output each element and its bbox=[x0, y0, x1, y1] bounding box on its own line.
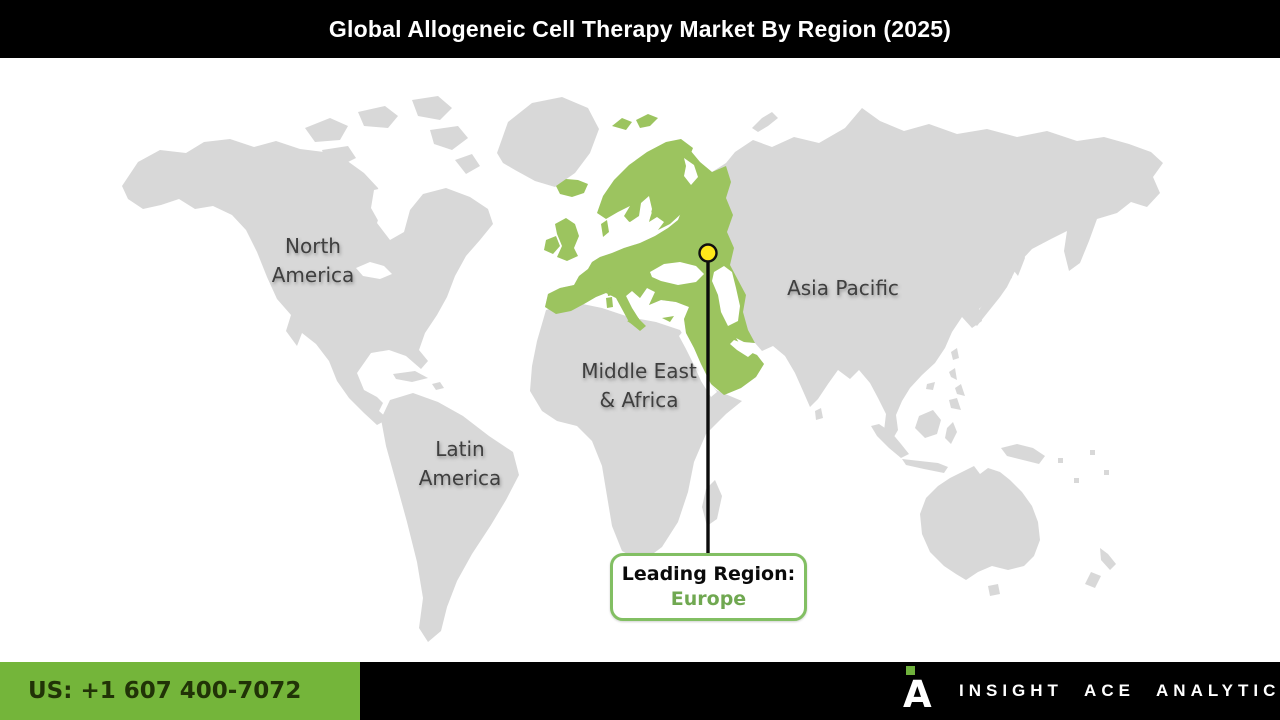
highlight-islands-group bbox=[544, 114, 674, 326]
callout-label: Leading Region: bbox=[621, 563, 796, 585]
footer-brand-bar: A INSIGHT ACE ANALYTIC bbox=[360, 662, 1280, 720]
great-britain bbox=[555, 218, 579, 261]
callout-region-value: Europe bbox=[670, 588, 747, 610]
phone-number: US: +1 607 400-7072 bbox=[28, 678, 302, 704]
footer-phone-bar: US: +1 607 400-7072 bbox=[0, 662, 360, 720]
black-sea bbox=[650, 262, 704, 285]
caspian-sea bbox=[712, 266, 740, 326]
hudson-bay bbox=[371, 186, 406, 229]
arctic-islands bbox=[305, 96, 480, 174]
madagascar bbox=[702, 480, 722, 526]
leader-marker bbox=[698, 243, 718, 554]
baltic-sea bbox=[601, 196, 664, 242]
brand-block: A INSIGHT ACE ANALYTIC bbox=[903, 662, 1280, 720]
new-zealand bbox=[1085, 548, 1116, 588]
great-lakes bbox=[356, 262, 392, 279]
iceland bbox=[556, 179, 588, 197]
continent-north-america bbox=[122, 139, 493, 425]
marker-dot bbox=[698, 243, 718, 263]
persian-gulf bbox=[730, 340, 754, 357]
region-scandinavia bbox=[597, 139, 697, 230]
caribbean-islands bbox=[393, 371, 444, 390]
white-sea bbox=[684, 158, 698, 185]
continent-africa bbox=[530, 302, 742, 562]
page-title: Global Allogeneic Cell Therapy Market By… bbox=[328, 15, 952, 42]
brand-name: INSIGHT ACE ANALYTIC bbox=[959, 681, 1280, 700]
denmark bbox=[601, 220, 609, 237]
svalbard bbox=[612, 114, 658, 130]
ireland bbox=[544, 236, 560, 254]
greenland bbox=[497, 97, 599, 187]
australia bbox=[920, 466, 1040, 596]
region-label-north-america: North America bbox=[271, 234, 355, 287]
continent-south-america bbox=[381, 393, 519, 642]
region-label-latin-america: Latin America bbox=[418, 437, 502, 490]
region-label-middle-east-africa: Middle East & Africa bbox=[581, 359, 697, 412]
title-bar: Global Allogeneic Cell Therapy Market By… bbox=[0, 0, 1280, 58]
logo-green-dot bbox=[906, 666, 915, 675]
leading-region-callout: Leading Region: Europe bbox=[610, 553, 807, 621]
insightace-logo-icon: A bbox=[903, 665, 937, 717]
region-label-asia-pacific: Asia Pacific bbox=[787, 276, 899, 300]
